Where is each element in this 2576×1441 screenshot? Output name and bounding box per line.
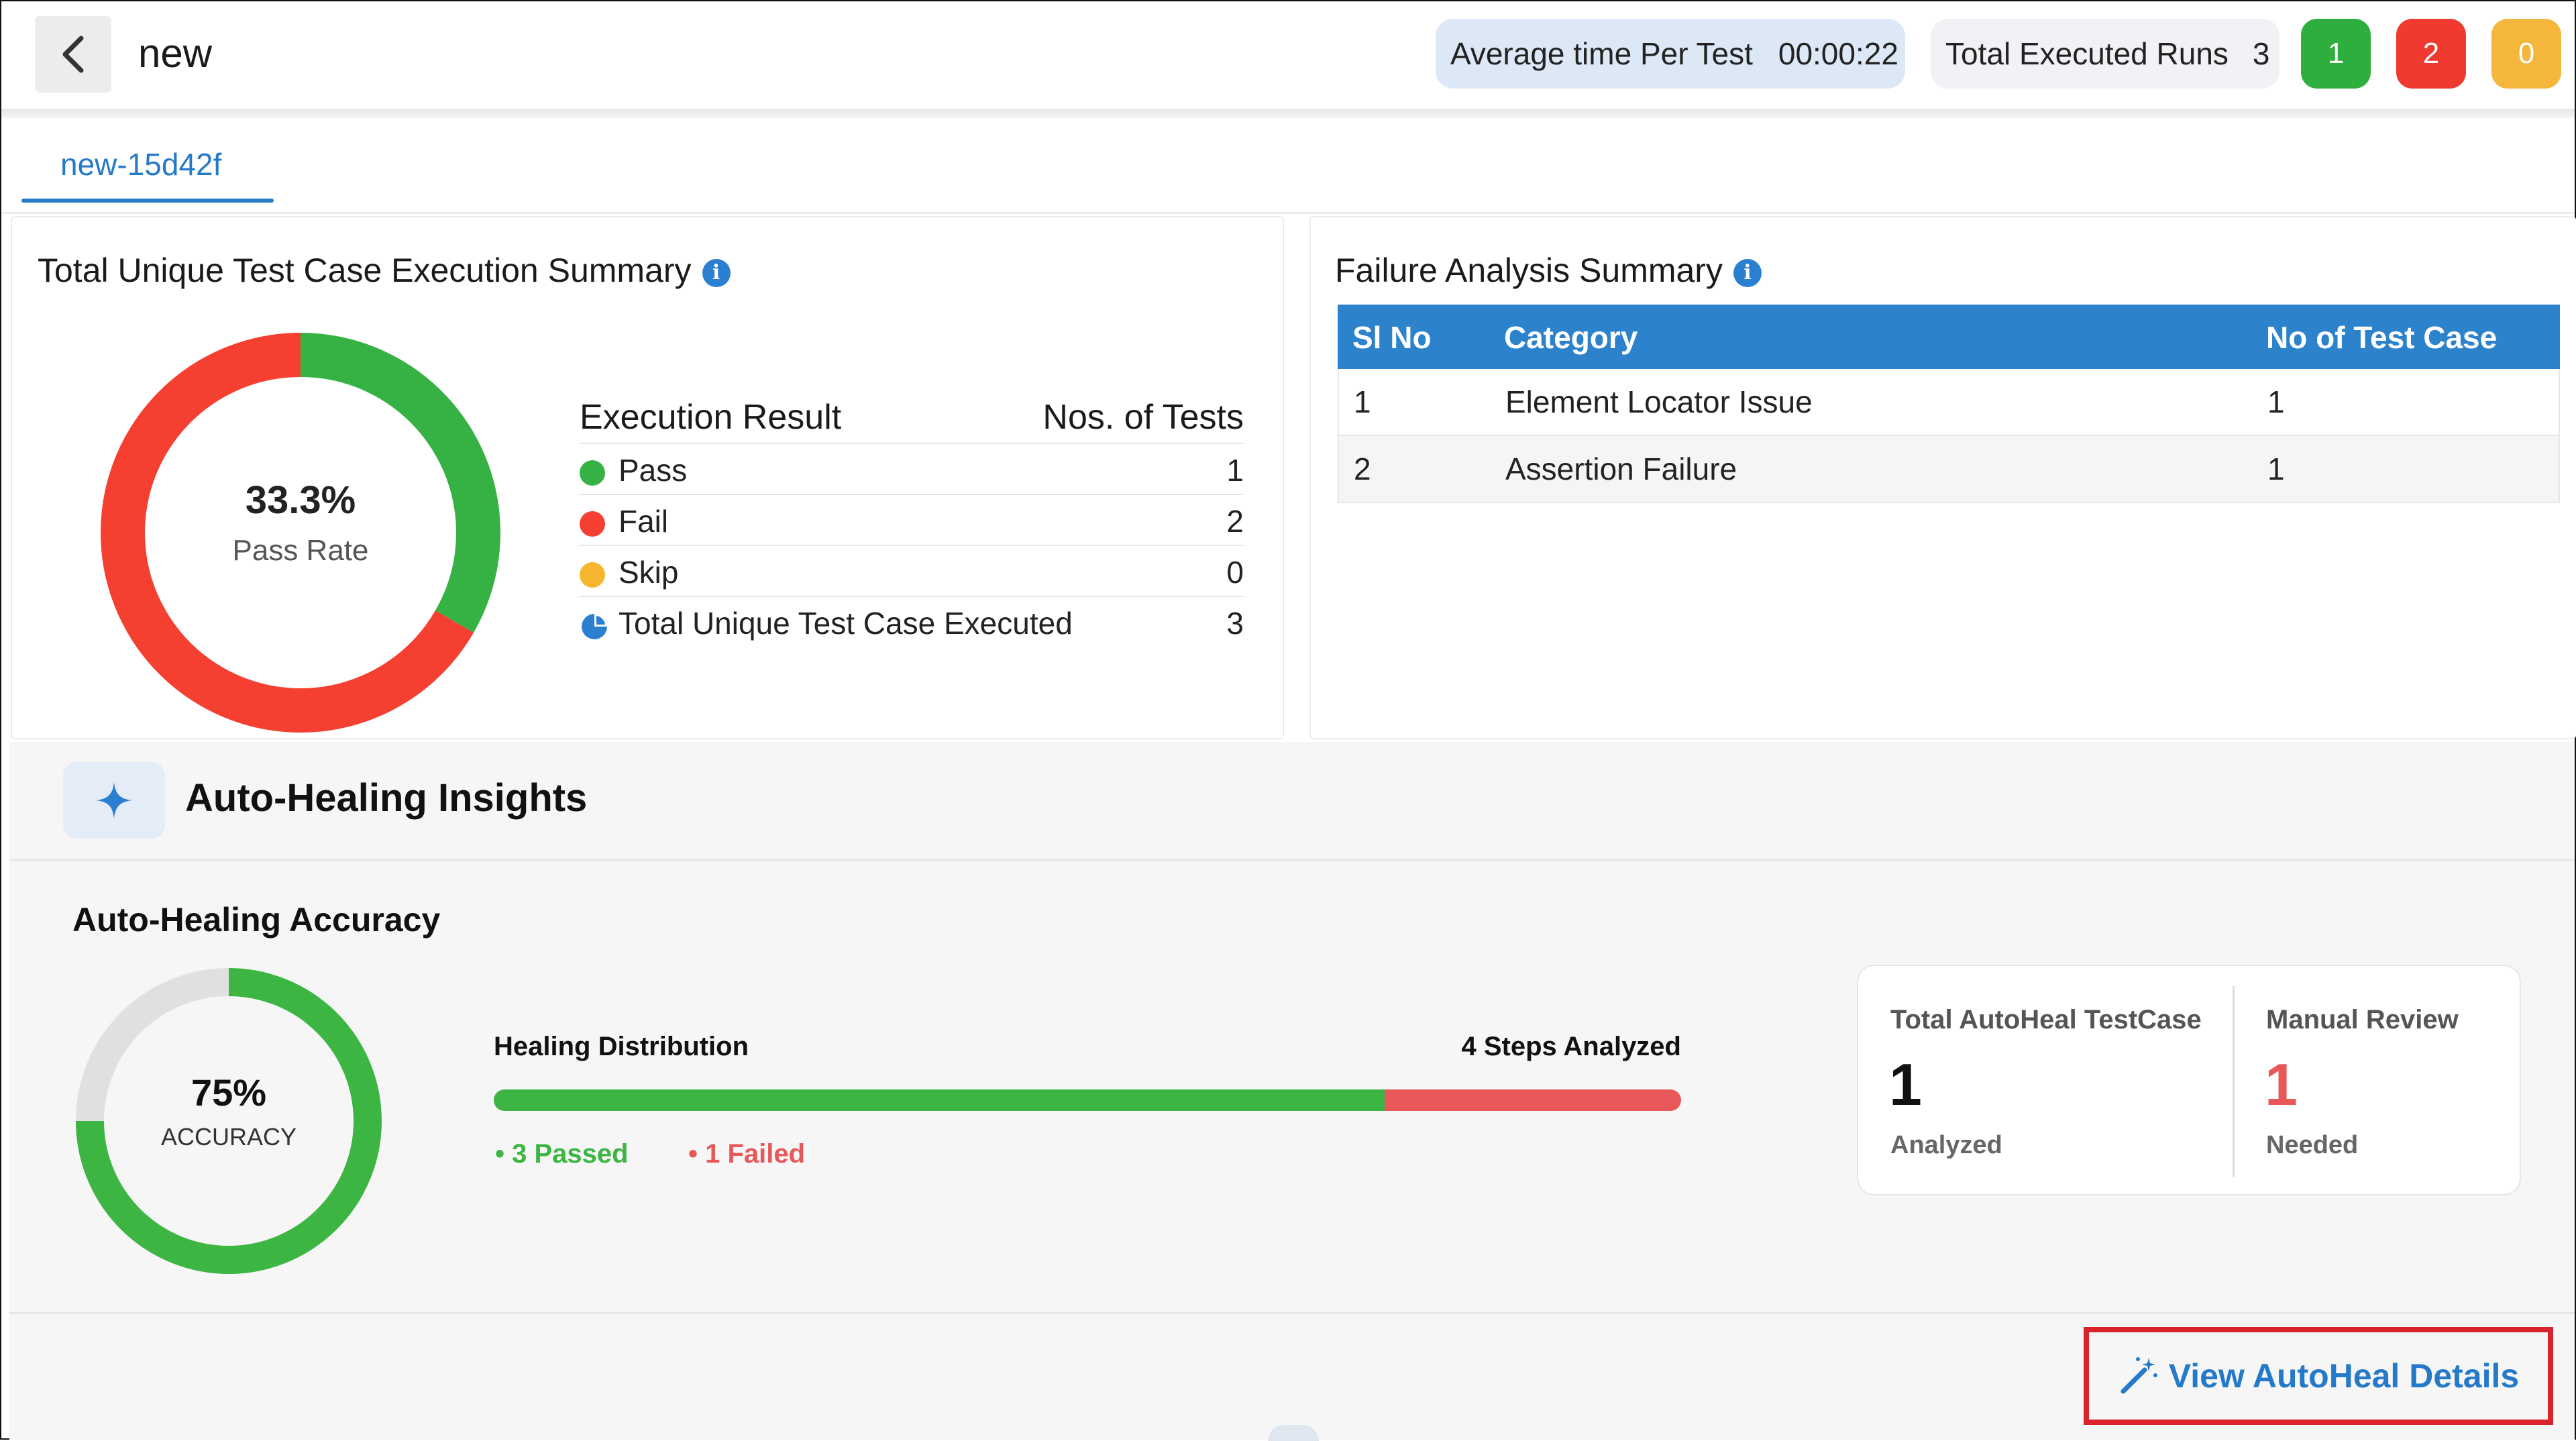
total-autoheal-value: 1 [1889,1051,1922,1118]
pie-chart-icon [582,614,607,639]
sl-no-cell: 1 [1354,384,1371,419]
table-row: 1 Element Locator Issue 1 [1338,369,2560,436]
auto-healing-header: Auto-Healing Insights [9,742,2575,861]
healing-distribution-title: Healing Distribution [494,1032,749,1061]
nos-of-tests-column: Nos. of Tests [1042,398,1244,437]
scroll-indicator[interactable] [1268,1425,1319,1441]
failure-table-header: Sl No Category No of Test Case [1338,305,2560,369]
tab-label: new-15d42f [60,147,222,182]
failed-legend: • 1 Failed [688,1139,806,1169]
accuracy-title: Auto-Healing Accuracy [72,901,441,939]
donut-center: 33.3% Pass Rate [99,331,502,734]
back-button[interactable] [35,16,111,93]
result-label: Total Unique Test Case Executed [619,606,1073,641]
auto-healing-title: Auto-Healing Insights [185,776,588,820]
donut-pass-segment [300,333,500,633]
stat-divider [2233,986,2235,1177]
accuracy-label: ACCURACY [160,1123,297,1151]
magic-wand-icon [2121,1357,2157,1394]
total-autoheal-sub: Analyzed [1890,1131,2002,1159]
healing-distribution-bar [494,1089,1681,1111]
sl-no-cell: 2 [1354,451,1371,486]
autoheal-stats-card: Total AutoHeal TestCase 1 Analyzed Manua… [1857,965,2521,1195]
passed-legend: • 3 Passed [495,1139,629,1169]
pass-rate-value: 33.3% [245,478,356,522]
execution-result-column: Execution Result [580,398,842,437]
result-value: 0 [1226,555,1244,590]
average-time-pill: Average time Per Test 00:00:22 [1436,19,1905,89]
accuracy-arc [76,968,382,1274]
average-time-label: Average time Per Test [1450,36,1753,71]
accuracy-remaining-arc [76,968,229,1122]
result-row-pass: Pass 1 [580,444,1244,495]
pass-rate-donut-chart [101,333,500,733]
manual-review-label: Manual Review [2266,1005,2459,1034]
skip-count-badge[interactable]: 0 [2491,19,2561,89]
result-row-total: Total Unique Test Case Executed 3 [580,597,1244,647]
failure-analysis-title-text: Failure Analysis Summary [1335,252,1723,289]
tab-divider [1,212,2575,214]
view-autoheal-details-label: View AutoHeal Details [2168,1357,2520,1395]
footer-divider [9,1312,2575,1314]
view-autoheal-details-button[interactable]: View AutoHeal Details [2084,1327,2553,1425]
pass-count-badge[interactable]: 1 [2301,19,2371,89]
table-row: 2 Assertion Failure 1 [1338,436,2560,503]
result-label: Skip [619,555,679,590]
category-column: Category [1504,320,1638,355]
fail-count-badge[interactable]: 2 [2396,19,2466,89]
failure-analysis-card: Failure Analysis Summary i Sl No Category… [1309,216,2576,739]
category-cell: Assertion Failure [1505,451,1737,486]
pass-rate-donut: 33.3% Pass Rate [99,331,502,734]
result-label: Fail [619,504,669,539]
manual-review-value: 1 [2265,1051,2298,1118]
result-label: Pass [619,453,688,488]
tab-new-15d42f[interactable]: new-15d42f [21,133,274,203]
steps-analyzed: 4 Steps Analyzed [1461,1032,1681,1061]
sl-no-column: Sl No [1352,320,1432,355]
pass-dot-icon [580,460,605,486]
failure-analysis-title: Failure Analysis Summary i [1335,251,1762,290]
count-cell: 1 [2267,384,2285,419]
manual-review-sub: Needed [2266,1131,2359,1159]
result-row-skip: Skip 0 [580,546,1244,597]
result-value: 1 [1226,453,1244,488]
info-icon[interactable]: i [702,258,731,287]
fail-dot-icon [580,511,605,537]
distribution-failed-segment [1384,1089,1681,1111]
pass-rate-label: Pass Rate [232,534,369,567]
accuracy-donut: 75% ACCURACY [71,963,386,1279]
result-row-fail: Fail 2 [580,495,1244,546]
top-bar: new Average time Per Test 00:00:22 Total… [1,1,2575,109]
average-time-value: 00:00:22 [1778,36,1898,71]
auto-healing-section: Auto-Healing Insights Auto-Healing Accur… [9,742,2575,1440]
total-runs-value: 3 [2252,36,2270,71]
total-runs-pill: Total Executed Runs 3 [1931,19,2279,89]
header-divider [1,109,2575,118]
distribution-passed-segment [494,1089,1385,1111]
count-cell: 1 [2267,451,2285,486]
failure-analysis-table: Sl No Category No of Test Case 1 Element… [1338,305,2560,503]
execution-summary-card: Total Unique Test Case Execution Summary… [11,216,1284,739]
total-autoheal-label: Total AutoHeal TestCase [1890,1005,2202,1034]
page-title: new [138,31,213,76]
sparkle-icon [96,782,132,818]
result-value: 2 [1226,504,1244,539]
total-runs-label: Total Executed Runs [1945,36,2229,71]
active-tab-indicator [21,199,274,203]
execution-result-header: Execution Result Nos. of Tests [580,392,1244,444]
accuracy-donut-chart [76,968,382,1274]
test-case-count-column: No of Test Case [2266,320,2498,355]
category-cell: Element Locator Issue [1505,384,1813,419]
result-value: 3 [1226,606,1244,641]
chevron-left-icon [62,36,84,73]
execution-result-table: Execution Result Nos. of Tests Pass 1 Fa… [580,392,1244,647]
execution-summary-title-text: Total Unique Test Case Execution Summary [38,252,692,289]
skip-dot-icon [580,562,605,588]
accuracy-value: 75% [191,1071,267,1114]
sparkle-icon-box [63,762,165,839]
execution-summary-title: Total Unique Test Case Execution Summary… [38,251,731,290]
donut-fail-segment [101,333,474,733]
info-icon[interactable]: i [1733,258,1762,287]
